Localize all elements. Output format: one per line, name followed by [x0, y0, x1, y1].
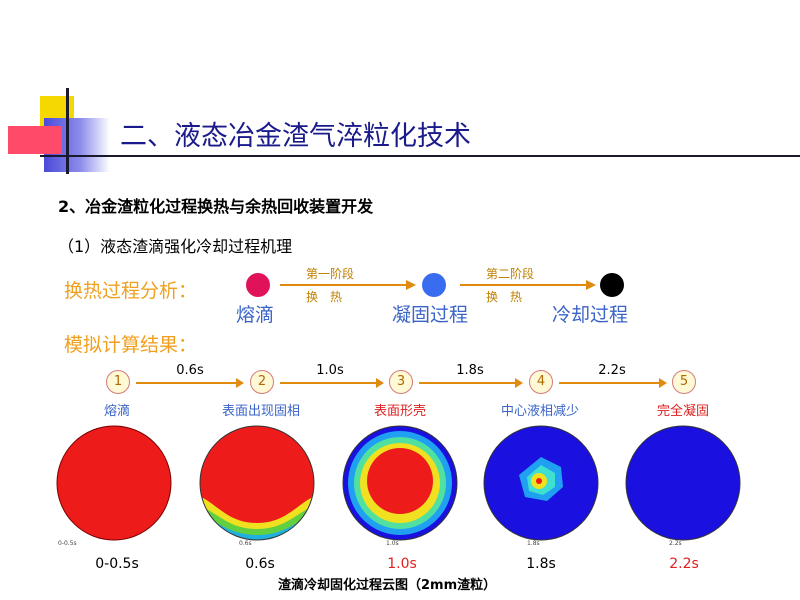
figure-caption: 渣滴冷却固化过程云图（2mm渣粒） — [278, 578, 497, 593]
sphere-time-3: 1.0s — [387, 556, 417, 572]
sphere-time-4: 1.8s — [526, 556, 556, 572]
step-number-2: 2 — [250, 370, 274, 394]
sphere-time-5: 2.2s — [669, 556, 699, 572]
contour-inset-label-3: 1.0s — [386, 540, 399, 547]
step-number-5: 5 — [672, 370, 696, 394]
contour-sphere-3: 1.0s — [342, 425, 458, 547]
step-number-3: 3 — [389, 370, 413, 394]
step-name-4: 中心液相减少 — [500, 404, 579, 419]
step-number-1: 1 — [106, 370, 130, 394]
decor-red-block — [8, 126, 62, 154]
heat-analysis-label: 换热过程分析： — [64, 280, 198, 302]
step-arrow-2 — [280, 378, 384, 388]
contour-inset-label-5: 2.2s — [669, 540, 682, 547]
contour-inset-label-4: 1.8s — [527, 540, 540, 547]
stage1-arrow — [280, 280, 416, 290]
section-heading: （1）液态渣滴强化冷却过程机理 — [58, 237, 293, 256]
title-underline — [40, 155, 800, 157]
stage2-arrow — [460, 280, 596, 290]
contour-sphere-2: 0.6s — [199, 425, 315, 547]
stage-molten-label: 熔滴 — [236, 304, 275, 326]
contour-sphere-5: 2.2s — [625, 425, 741, 547]
step-arrow-4-label: 2.2s — [598, 363, 626, 378]
step-arrow-1 — [136, 378, 244, 388]
sphere-time-2: 0.6s — [245, 556, 275, 572]
solidifying-dot — [422, 273, 446, 297]
slide-title: 二、液态冶金渣气淬粒化技术 — [120, 121, 471, 152]
step-arrow-2-label: 1.0s — [316, 363, 344, 378]
stage-cooling-label: 冷却过程 — [552, 304, 629, 326]
molten-droplet-dot — [246, 273, 270, 297]
step-number-4: 4 — [529, 370, 553, 394]
decor-vertical-line — [66, 88, 69, 174]
contour-sphere-1: 0-0.5s — [56, 425, 172, 547]
stage-solidification-label: 凝固过程 — [392, 304, 469, 326]
sphere-time-1: 0-0.5s — [95, 556, 139, 572]
cooled-dot — [600, 273, 624, 297]
step-name-3: 表面形壳 — [373, 404, 426, 419]
stage2-arrow-bottom-label: 换 热 — [486, 290, 523, 304]
simulation-label: 模拟计算结果： — [64, 334, 198, 356]
stage1-arrow-top-label: 第一阶段 — [306, 267, 355, 281]
stage1-arrow-bottom-label: 换 热 — [306, 290, 343, 304]
step-arrow-3-label: 1.8s — [456, 363, 484, 378]
step-arrow-3 — [419, 378, 523, 388]
step-arrow-4 — [559, 378, 667, 388]
step-arrow-1-label: 0.6s — [176, 363, 204, 378]
step-name-5: 完全凝固 — [656, 404, 709, 419]
step-name-1: 熔滴 — [103, 404, 130, 419]
contour-inset-label-2: 0.6s — [239, 540, 252, 547]
contour-inset-label-1: 0-0.5s — [58, 540, 77, 547]
step-name-2: 表面出现固相 — [221, 404, 300, 419]
contour-sphere-4: 1.8s — [483, 425, 599, 547]
stage2-arrow-top-label: 第二阶段 — [486, 267, 535, 281]
slide-subtitle: 2、冶金渣粒化过程换热与余热回收装置开发 — [58, 197, 374, 216]
